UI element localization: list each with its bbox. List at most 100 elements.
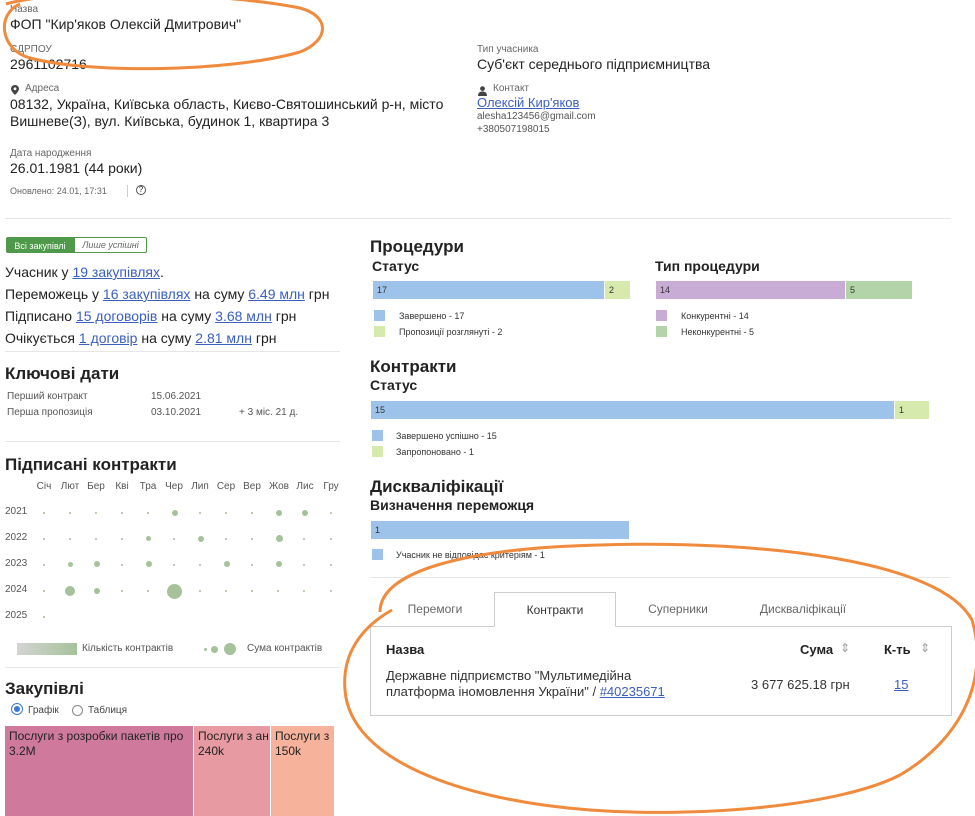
name-label: Назва [10,4,39,15]
legend-swatch [374,326,385,337]
tab-competitors[interactable]: Суперники [648,602,708,616]
contracts-bar-proposed[interactable]: 1 [895,401,929,419]
column-header-count[interactable]: К-ть [884,642,911,657]
calendar-dot [121,538,123,540]
divider [370,577,950,578]
calendar-dot [167,584,182,599]
calendar-dot [94,588,100,594]
treemap-cell[interactable]: Послуги з 150k [271,726,334,816]
calendar-dot [43,512,45,514]
help-icon[interactable]: ? [136,185,146,195]
table-view-radio[interactable] [72,705,83,716]
tab-contracts[interactable]: Контракти [494,592,616,627]
calendar-dot [147,512,149,514]
legend-swatch [372,549,383,560]
calendar-dot [173,564,175,566]
row-count-link[interactable]: 15 [894,677,909,692]
legend-label: Завершено - 17 [399,311,465,321]
legend-dot-medium [211,646,218,653]
calendar-dot [146,561,152,567]
column-header-sum[interactable]: Сума [800,642,834,657]
legend-label: Пропозиції розглянуті - 2 [399,327,503,337]
legend-sum-label: Сума контрактів [247,643,323,654]
calendar-dot [225,590,227,592]
sort-icon[interactable]: ⇕ [840,641,851,655]
sort-icon[interactable]: ⇕ [920,641,931,655]
legend-count-label: Кількість контрактів [82,643,174,654]
participant-purchases-link[interactable]: 19 закупівлях [72,264,160,280]
disqualifications-title: Дискваліфікації [370,477,504,496]
expected-stat: Очікується 1 договір на суму 2.81 млн гр… [5,330,276,346]
calendar-dot [43,590,45,592]
legend-dot-small [204,648,207,651]
status-bar-completed[interactable]: 17 [373,281,604,299]
type-bar-competitive[interactable]: 14 [656,281,845,299]
key-dates-title: Ключові дати [5,364,120,383]
winner-stat: Переможець у 16 закупівлях на суму 6.49 … [5,286,329,302]
calendar-dot [65,586,75,596]
expected-sum-link[interactable]: 2.81 млн [195,330,252,346]
treemap-cell[interactable]: Послуги з розробки пакетів про 3.2M [5,726,193,816]
calendar-dot [199,512,201,514]
month-label: Вер [243,481,261,492]
procedures-status-title: Статус [372,258,420,274]
expected-contract-link[interactable]: 1 договір [78,330,138,346]
winner-purchases-link[interactable]: 16 закупівлях [102,286,191,302]
divider [5,351,340,352]
participant-name: ФОП "Кир'яков Олексій Дмитрович" [10,16,242,32]
month-label: Тра [139,481,157,492]
divider [127,185,128,197]
tab-disqualifications[interactable]: Дискваліфікації [759,602,847,616]
successful-only-button[interactable]: Лише успішні [74,237,147,253]
year-label: 2024 [5,584,28,595]
contact-name-link[interactable]: Олексій Кир'яков [477,95,580,110]
contracts-title: Контракти [370,357,457,376]
calendar-dot [95,538,97,540]
calendar-dot [276,535,283,542]
all-purchases-button[interactable]: Всі закупівлі [6,237,74,253]
calendar-dot [302,510,308,516]
treemap-cell-label: Послуги з розробки пакетів про [9,729,184,743]
chart-view-radio[interactable] [11,703,23,715]
count-gradient-legend [17,643,77,655]
year-label: 2025 [5,610,28,621]
stat-text: на суму [157,308,216,324]
signed-contracts-link[interactable]: 15 договорів [75,308,158,324]
treemap-cell[interactable]: Послуги з ан 240k [194,726,270,816]
calendar-dot [276,510,282,516]
month-label: Лис [296,481,314,492]
participant-type-label: Тип учасника [477,44,539,55]
edrpou-value: 2961102716 [10,56,87,72]
purchases-title: Закупівлі [5,679,84,698]
month-label: Гру [323,481,339,492]
calendar-dot [276,561,282,567]
calendar-dot [43,564,45,566]
tab-wins[interactable]: Перемоги [407,602,463,616]
user-icon [478,83,487,96]
stat-text: Учасник у [5,264,73,280]
month-label: Сер [216,481,236,492]
contracts-bar-completed[interactable]: 15 [371,401,894,419]
signed-sum-link[interactable]: 3.68 млн [215,308,272,324]
status-bar-reviewed[interactable]: 2 [605,281,630,299]
calendar-dot [303,538,305,540]
address-line1: 08132, Україна, Київська область, Києво-… [10,96,444,112]
stat-text: Очікується [5,330,79,346]
type-bar-noncompetitive[interactable]: 5 [846,281,912,299]
stat-text: . [159,264,164,280]
stat-text: на суму [137,330,196,346]
disqualification-bar[interactable]: 1 [371,521,629,539]
calendar-dot [43,616,45,618]
chart-view-label: Графік [28,705,59,716]
address-label: Адреса [25,83,60,94]
calendar-dot [330,512,332,514]
row-sum: 3 677 625.18 грн [751,677,850,692]
birth-date-value: 26.01.1981 (44 роки) [10,160,143,176]
row-code-link[interactable]: #40235671 [599,684,665,699]
contact-phone: +380507198015 [477,124,550,135]
calendar-dot [277,590,279,592]
month-label: Лип [191,481,209,492]
column-header-name[interactable]: Назва [386,642,425,657]
divider [5,441,340,442]
winner-sum-link[interactable]: 6.49 млн [248,286,305,302]
